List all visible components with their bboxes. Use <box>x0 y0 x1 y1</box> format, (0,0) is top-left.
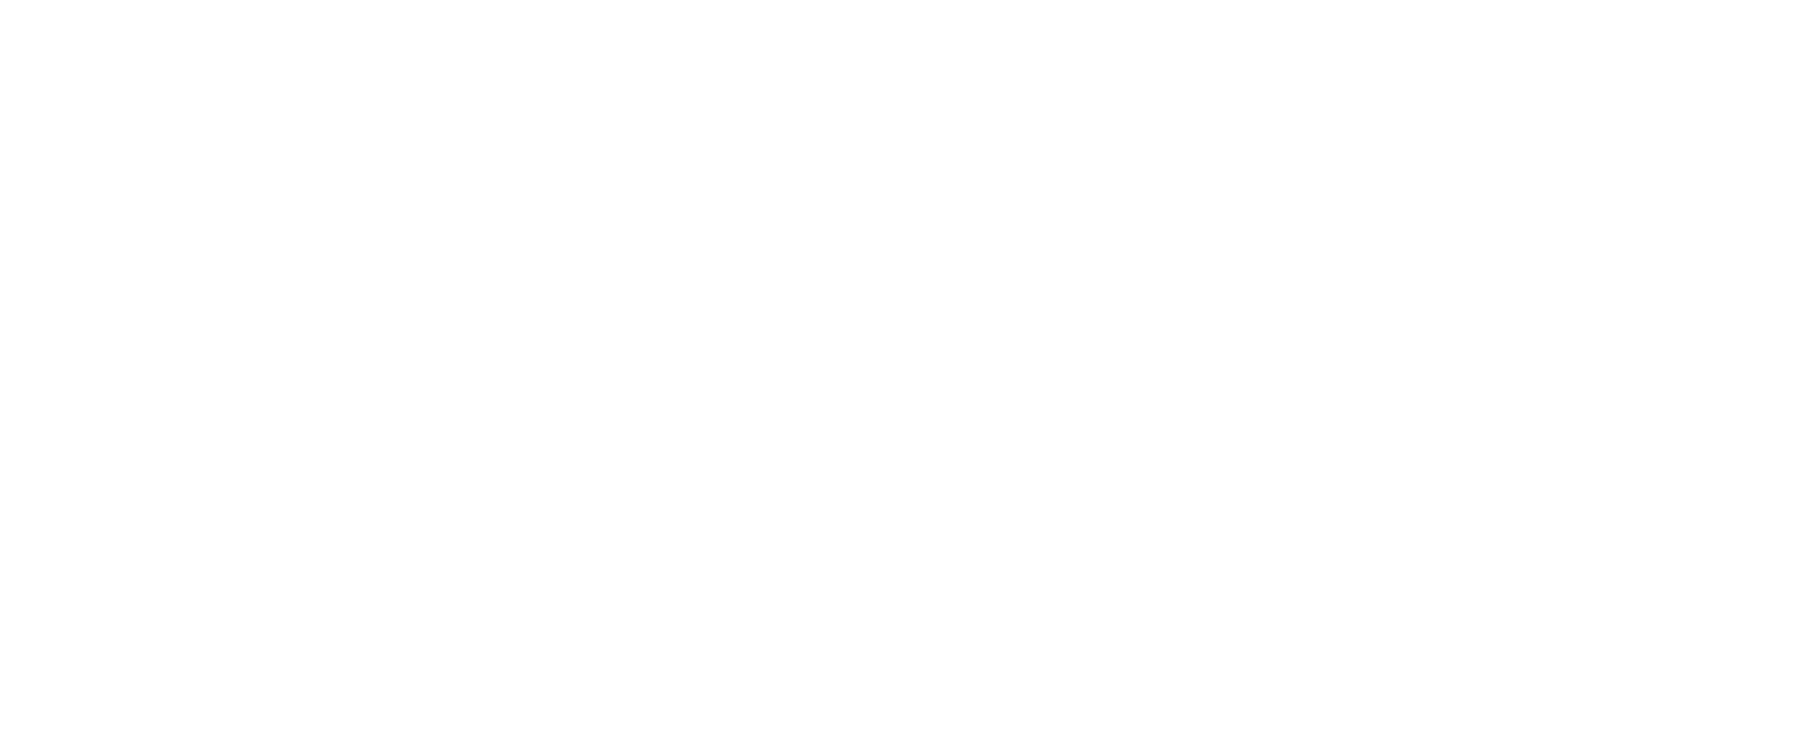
Text: C: C <box>1219 682 1240 711</box>
Text: A: A <box>25 521 49 550</box>
Text: B: B <box>621 682 644 711</box>
